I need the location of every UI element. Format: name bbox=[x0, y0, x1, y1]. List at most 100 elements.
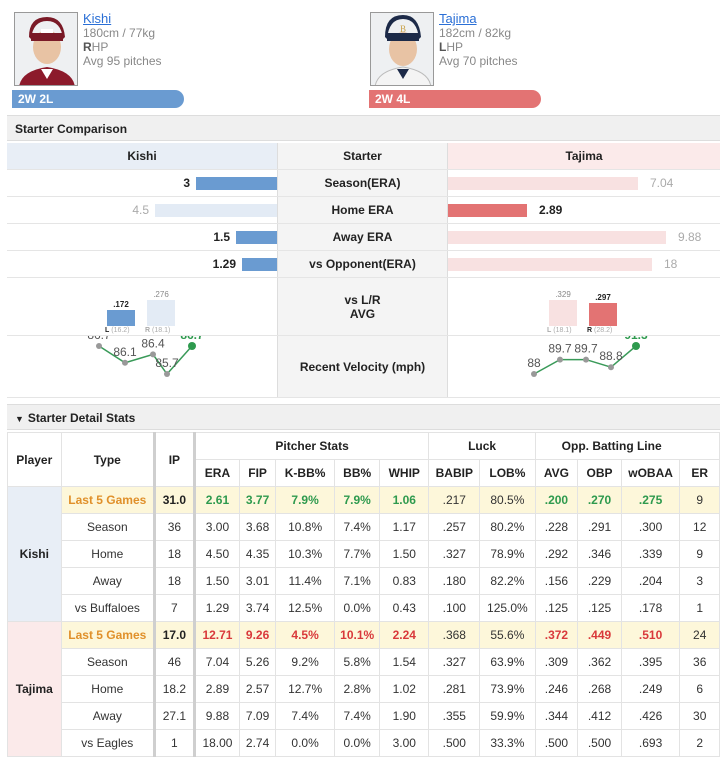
stat-cell: 80.5% bbox=[479, 486, 536, 514]
velocity-label: 89.7 bbox=[548, 342, 572, 356]
table-row: Away 27.1 9.88 7.09 7.4% 7.4% 1.90.355 59.9% .34… bbox=[8, 702, 720, 730]
stat-cell: 0.0% bbox=[334, 594, 381, 622]
stat-cell: 12 bbox=[679, 513, 720, 541]
stat-cell: 9.2% bbox=[274, 648, 336, 676]
stat-cell: 3.00 bbox=[379, 729, 430, 757]
stat-cell: 2.89 bbox=[193, 675, 241, 703]
lr-bar-r: .276 R (18.1) bbox=[145, 278, 175, 336]
table-row: Season 36 3.00 3.68 10.8% 7.4% 1.17.257 80.2% .2… bbox=[8, 513, 720, 541]
comparison-row-velocity: 86.786.186.485.786.7 Recent Velocity (mp… bbox=[7, 328, 720, 398]
stat-cell: .300 bbox=[620, 513, 681, 541]
stat-cell: .344 bbox=[534, 702, 579, 730]
comparison-value-right: 2.89 bbox=[539, 203, 563, 217]
th-babip[interactable]: BABIP bbox=[428, 459, 481, 487]
pitcher-name-link[interactable]: Kishi bbox=[83, 11, 112, 26]
section-starter-detail[interactable]: ▼ Starter Detail Stats bbox=[7, 404, 720, 430]
stat-cell: .217 bbox=[428, 486, 481, 514]
stat-cell: 10.3% bbox=[274, 540, 336, 568]
section-starter-comparison: Starter Comparison bbox=[7, 115, 720, 141]
th-lob-[interactable]: LOB% bbox=[479, 459, 536, 487]
stat-cell: 3.00 bbox=[193, 513, 241, 541]
comparison-label: vs Opponent(ERA) bbox=[277, 251, 448, 277]
velocity-label: 86.7 bbox=[87, 336, 111, 342]
table-row: vs Eagles 1 18.00 2.74 0.0% 0.0% 3.00.500 33.3%… bbox=[8, 729, 720, 757]
stat-cell: .372 bbox=[534, 621, 579, 649]
stat-cell: .200 bbox=[534, 486, 579, 514]
comparison-header-row: Kishi Starter Tajima bbox=[7, 143, 720, 170]
th-er[interactable]: ER bbox=[679, 459, 720, 487]
stat-cell: .180 bbox=[428, 567, 481, 595]
stat-cell: 10.1% bbox=[334, 621, 381, 649]
stat-cell: 4.50 bbox=[193, 540, 241, 568]
velocity-label: 88 bbox=[527, 356, 541, 370]
stat-cell: .346 bbox=[577, 540, 622, 568]
stat-cell: 2.74 bbox=[239, 729, 276, 757]
lr-bar-caption: R (28.2) bbox=[587, 327, 613, 334]
stat-cell: 2.61 bbox=[193, 486, 241, 514]
stat-cell: .246 bbox=[534, 675, 579, 703]
detail-stats-table-wrap[interactable]: Player Type IP Pitcher Stats Luck Opp. B… bbox=[7, 432, 720, 763]
comparison-bar-left bbox=[242, 258, 277, 271]
stat-cell: .275 bbox=[620, 486, 681, 514]
ip-cell: 7 bbox=[154, 594, 196, 622]
ip-cell: 36 bbox=[154, 513, 196, 541]
stat-cell: 7.4% bbox=[334, 513, 381, 541]
lr-bar-value: .329 bbox=[555, 290, 571, 299]
stat-cell: 24 bbox=[679, 621, 720, 649]
lr-bar-fill bbox=[147, 300, 175, 326]
comparison-bar-left bbox=[236, 231, 277, 244]
velocity-point bbox=[96, 343, 102, 349]
lr-bar-r: .297 R (28.2) bbox=[587, 278, 617, 336]
stat-cell: 33.3% bbox=[479, 729, 536, 757]
ip-cell: 31.0 bbox=[154, 486, 196, 514]
stat-cell: 12.5% bbox=[274, 594, 336, 622]
lr-bar-fill bbox=[549, 300, 577, 326]
stat-cell: 73.9% bbox=[479, 675, 536, 703]
stat-cell: 5.26 bbox=[239, 648, 276, 676]
collapse-triangle-icon[interactable]: ▼ bbox=[15, 414, 24, 424]
stat-cell: 2 bbox=[679, 729, 720, 757]
type-cell: Season bbox=[60, 513, 157, 541]
stat-cell: 7.04 bbox=[193, 648, 241, 676]
th-type: Type bbox=[60, 432, 157, 487]
stat-cell: .228 bbox=[534, 513, 579, 541]
comparison-value-left: 4.5 bbox=[132, 203, 149, 217]
table-row: Tajima Last 5 Games 17.0 12.71 9.26 4.5% 10.1%… bbox=[7, 621, 720, 757]
stat-cell: 10.8% bbox=[274, 513, 336, 541]
stat-cell: 30 bbox=[679, 702, 720, 730]
comparison-value-right: 7.04 bbox=[650, 176, 674, 190]
type-cell: Season bbox=[60, 648, 157, 676]
stat-cell: 1.50 bbox=[379, 540, 430, 568]
stat-cell: 6 bbox=[679, 675, 720, 703]
stat-cell: 11.4% bbox=[274, 567, 336, 595]
stat-cell: 78.9% bbox=[479, 540, 536, 568]
th-k-bb-[interactable]: K-BB% bbox=[274, 459, 336, 487]
th-obp[interactable]: OBP bbox=[577, 459, 622, 487]
stat-cell: 3.68 bbox=[239, 513, 276, 541]
velocity-label: 86.4 bbox=[141, 336, 165, 350]
stat-cell: 1 bbox=[679, 594, 720, 622]
stat-cell: 1.90 bbox=[379, 702, 430, 730]
pitcher-name-link[interactable]: Tajima bbox=[439, 11, 477, 26]
type-cell: vs Buffaloes bbox=[60, 594, 157, 622]
comparison-value-left: 1.29 bbox=[212, 257, 236, 271]
pitcher-photo-right: B bbox=[370, 12, 434, 86]
stat-cell: .368 bbox=[428, 621, 481, 649]
th-wobaa[interactable]: wOBAA bbox=[620, 459, 681, 487]
th-whip[interactable]: WHIP bbox=[379, 459, 430, 487]
th-avg[interactable]: AVG bbox=[534, 459, 579, 487]
th-fip[interactable]: FIP bbox=[239, 459, 276, 487]
th-bb-[interactable]: BB% bbox=[334, 459, 381, 487]
th-era[interactable]: ERA bbox=[193, 459, 241, 487]
th-pitcher-stats: Pitcher Stats bbox=[193, 432, 430, 460]
stat-cell: 3.74 bbox=[239, 594, 276, 622]
ip-cell: 46 bbox=[154, 648, 196, 676]
lr-bar-caption: L (18.1) bbox=[547, 327, 572, 334]
table-row: Kishi Last 5 Games 31.0 2.61 3.77 7.9% 7.9% 1.0… bbox=[7, 486, 720, 622]
stat-cell: .292 bbox=[534, 540, 579, 568]
stat-cell: .268 bbox=[577, 675, 622, 703]
stat-cell: 3 bbox=[679, 567, 720, 595]
stat-cell: .500 bbox=[534, 729, 579, 757]
pitcher-avg-pitches: Avg 70 pitches bbox=[439, 54, 518, 68]
